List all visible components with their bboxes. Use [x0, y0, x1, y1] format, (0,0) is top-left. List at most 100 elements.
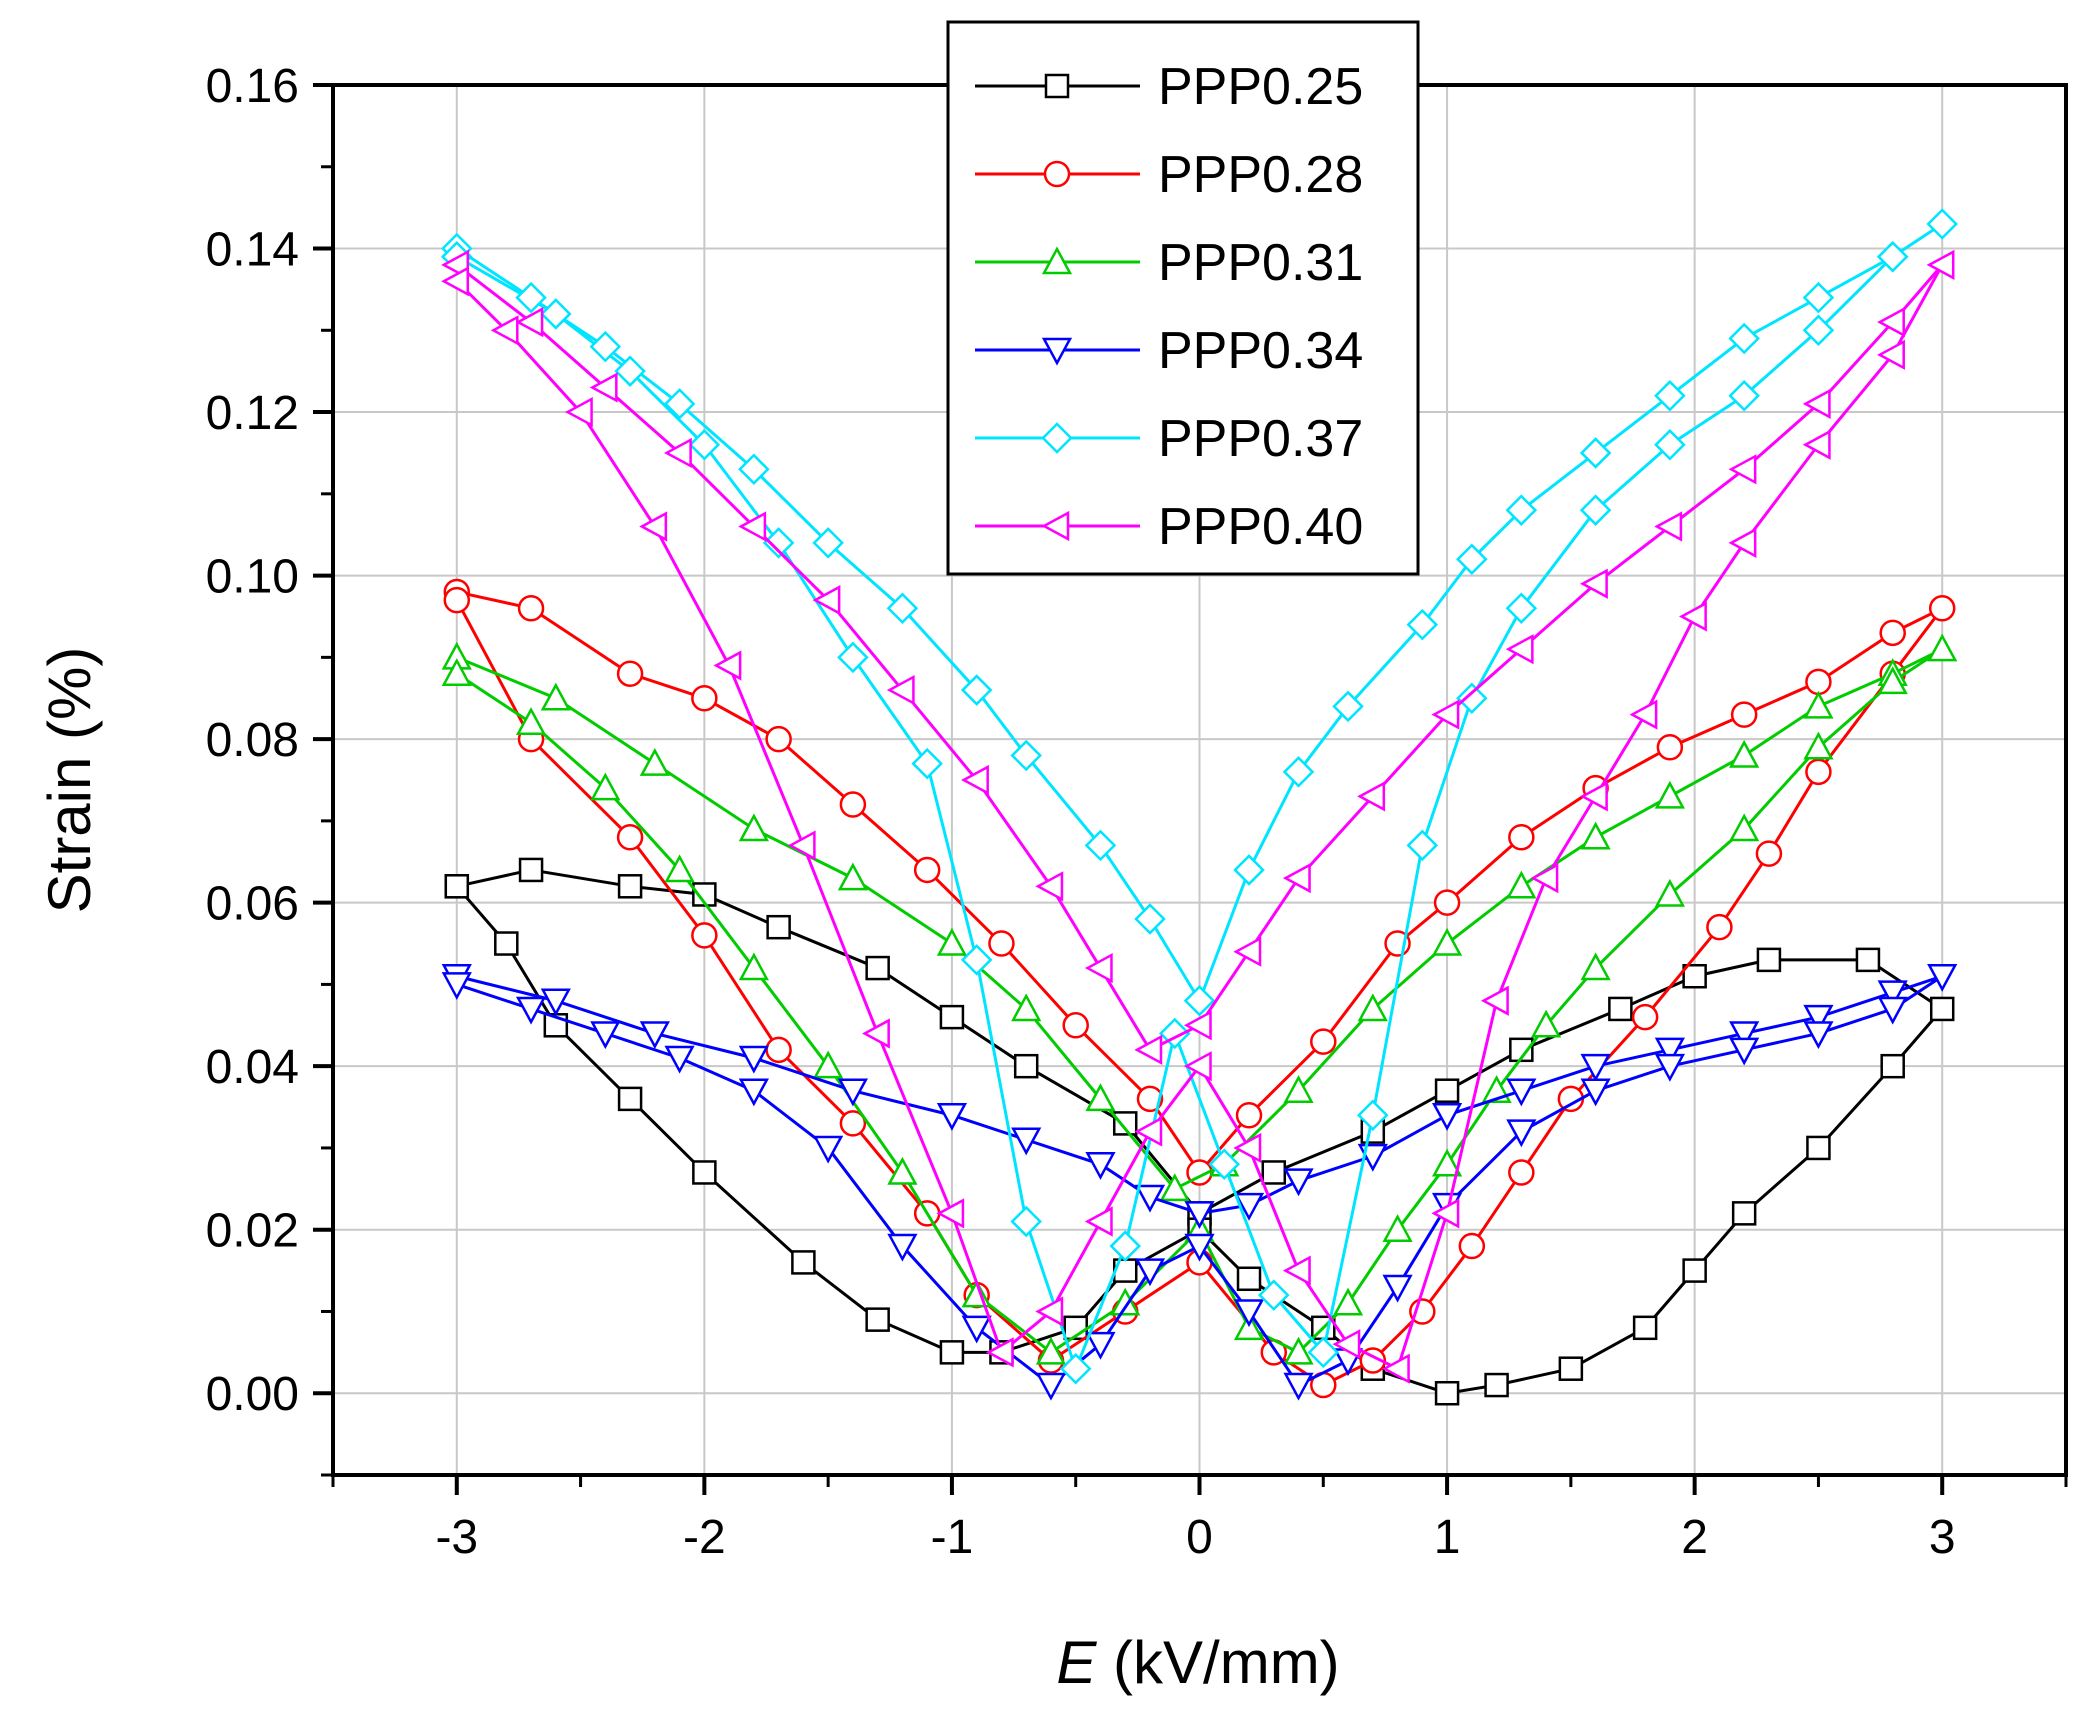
data-point [1654, 511, 1683, 542]
data-point [865, 1307, 890, 1332]
data-point [1728, 454, 1757, 485]
series-PPP0.25 [444, 857, 1955, 1406]
data-point [441, 972, 472, 1001]
legend: PPP0.25 PPP0.28 PPP0.31 PPP0.34 PPP0.37 PPP0.… [946, 20, 1420, 576]
data-point [1729, 1021, 1760, 1050]
data-point [1236, 1266, 1262, 1292]
data-point [1310, 1028, 1337, 1055]
data-point [664, 854, 695, 883]
series-line [455, 222, 1944, 1371]
data-point [663, 437, 692, 469]
legend-item: PPP0.40 [975, 498, 1363, 556]
data-point [1233, 936, 1262, 967]
x-tick-label: 0 [1186, 1511, 1213, 1564]
data-point [1654, 878, 1685, 907]
data-point [1357, 781, 1386, 812]
data-point [1433, 889, 1461, 916]
data-point [1682, 1258, 1707, 1283]
data-point [639, 511, 668, 542]
data-point [1431, 927, 1463, 956]
data-point [1805, 758, 1832, 786]
data-point [1382, 1214, 1413, 1242]
data-point [1927, 963, 1958, 992]
series-PPP0.31 [441, 633, 1958, 1365]
legend-item: PPP0.34 [975, 322, 1363, 380]
data-point [1855, 947, 1881, 973]
data-point [1531, 1009, 1562, 1038]
data-point [1112, 1111, 1138, 1136]
data-point [1233, 1192, 1265, 1221]
data-point [1654, 428, 1686, 461]
data-point [1062, 1012, 1089, 1039]
data-point [691, 922, 718, 949]
data-point [1406, 608, 1439, 641]
series-PPP0.37 [441, 208, 1958, 1385]
data-point [1654, 1053, 1685, 1082]
data-point [1530, 863, 1559, 894]
series-layer [441, 208, 1958, 1406]
data-point [1729, 739, 1760, 768]
data-point [1802, 388, 1831, 419]
data-point [1654, 780, 1685, 809]
data-point [839, 791, 867, 818]
data-point [1802, 314, 1835, 347]
data-point [1877, 307, 1905, 338]
legend-marker [1041, 510, 1070, 542]
data-point [1879, 619, 1906, 647]
legend-marker [1041, 246, 1073, 275]
data-point [1283, 1168, 1314, 1197]
legend-label: PPP0.25 [1158, 58, 1363, 116]
data-point [1926, 249, 1955, 280]
data-point [1877, 996, 1908, 1025]
data-point [1332, 690, 1364, 723]
data-point [1755, 840, 1783, 867]
data-point [812, 585, 841, 616]
data-point [515, 996, 547, 1025]
data-point [911, 747, 943, 780]
data-point [1803, 731, 1834, 760]
data-point [1580, 1053, 1611, 1082]
data-point [1756, 947, 1782, 973]
series-PPP0.34 [441, 963, 1958, 1401]
legend-item: PPP0.28 [975, 146, 1363, 204]
data-point [1332, 1287, 1364, 1316]
data-point [1682, 963, 1707, 989]
data-point [765, 1036, 792, 1064]
data-point [1877, 666, 1908, 695]
x-tick-label: -1 [931, 1511, 974, 1564]
data-point [1233, 854, 1265, 886]
data-point [1134, 1116, 1163, 1147]
data-point [1283, 1075, 1314, 1103]
data-point [1656, 734, 1684, 761]
data-point [791, 1250, 816, 1275]
legend-item: PPP0.25 [975, 58, 1363, 116]
data-point [1728, 322, 1760, 355]
data-point [1728, 379, 1760, 412]
data-point [1877, 339, 1905, 370]
data-point [590, 772, 621, 801]
x-tick-label: -2 [683, 1511, 726, 1564]
data-point [639, 748, 670, 776]
y-tick-label: 0.04 [206, 1041, 299, 1094]
data-point [1134, 1184, 1166, 1213]
data-point [1307, 1336, 1340, 1369]
data-point [1484, 1372, 1509, 1398]
data-point [1803, 1004, 1834, 1033]
data-point [1679, 601, 1707, 632]
data-point [1183, 1051, 1212, 1082]
data-point [813, 1135, 844, 1164]
data-point [1013, 1053, 1039, 1079]
data-point [787, 830, 816, 861]
data-point [1381, 1353, 1410, 1384]
data-point [1431, 1148, 1463, 1177]
data-point [1505, 494, 1538, 526]
data-point [961, 1315, 992, 1344]
y-axis-title: Strain (%) [36, 647, 103, 914]
data-point [1233, 1299, 1265, 1328]
data-point [1631, 1003, 1659, 1031]
data-point [939, 1340, 965, 1365]
legend-label: PPP0.28 [1158, 146, 1363, 204]
data-point [1010, 739, 1042, 772]
data-point [765, 725, 792, 753]
